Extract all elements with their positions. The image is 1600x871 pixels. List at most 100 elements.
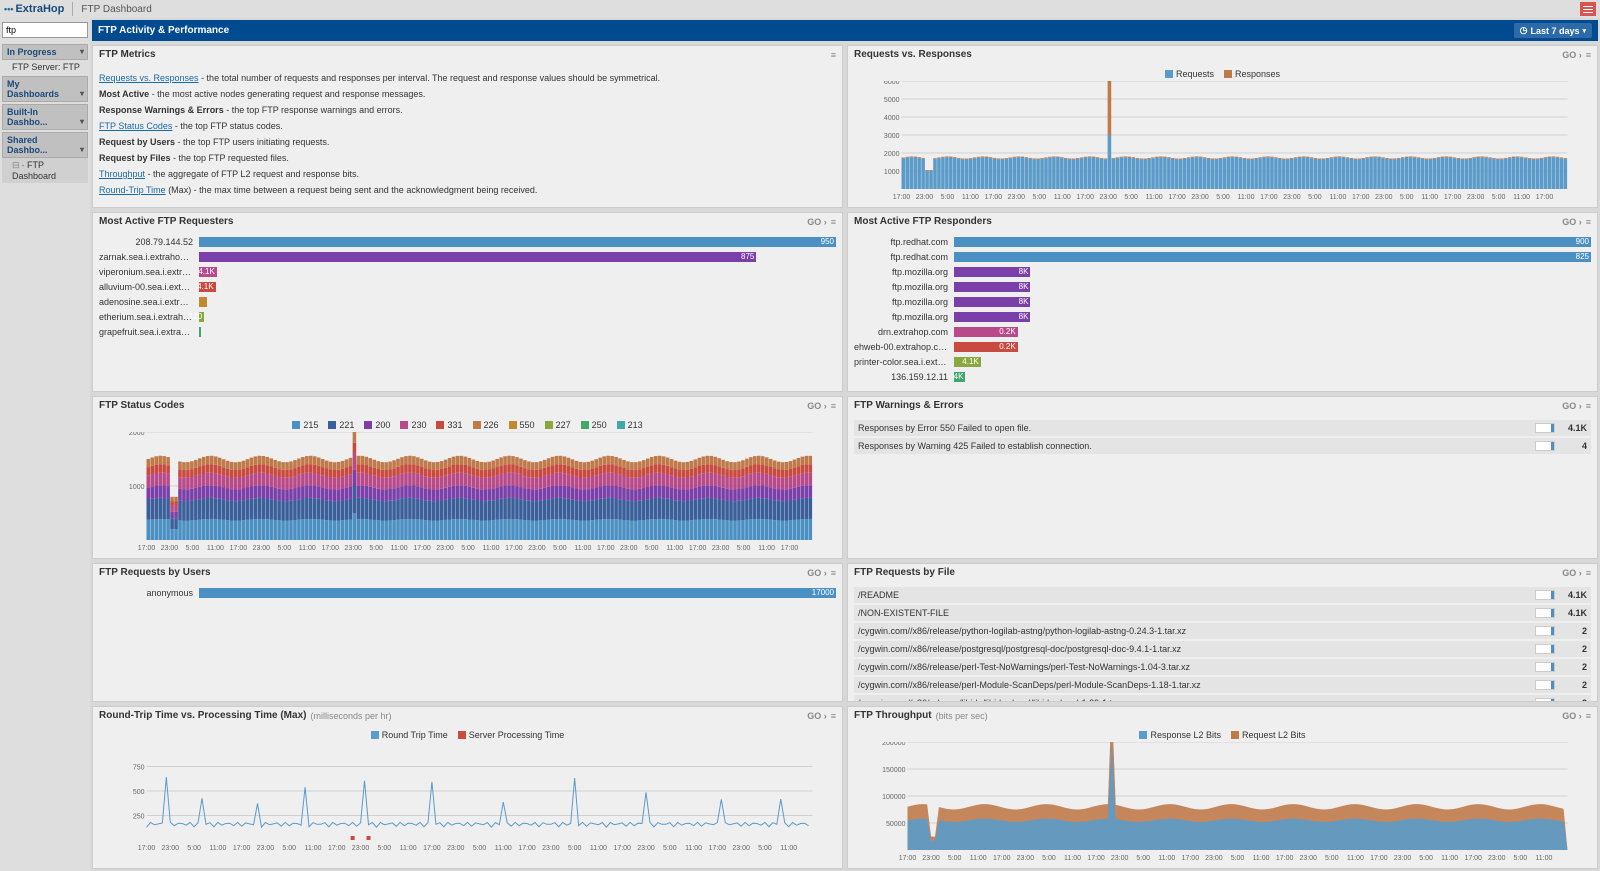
panel-menu-icon[interactable]: ≡	[1586, 217, 1591, 227]
svg-text:11:00: 11:00	[685, 845, 702, 852]
logo[interactable]: •••ExtraHop	[4, 3, 64, 15]
svg-text:17:00: 17:00	[505, 545, 523, 552]
content: FTP Activity & Performance Last 7 days F…	[90, 18, 1600, 871]
svg-text:5:00: 5:00	[1514, 855, 1528, 862]
nav-section[interactable]: Built-In Dashbo...	[2, 104, 88, 130]
hbar-row[interactable]: ftp.redhat.com900	[854, 235, 1591, 249]
panel-req-vs-resp: Requests vs. Responses GO ›≡ RequestsRes…	[847, 45, 1598, 208]
data-row[interactable]: /README4.1K	[854, 587, 1591, 603]
panel-title: FTP Status Codes	[99, 400, 184, 411]
svg-text:11:00: 11:00	[590, 845, 607, 852]
hamburger-icon[interactable]	[1580, 2, 1596, 16]
hbar-row[interactable]: anonymous17000	[99, 586, 836, 600]
metric-item: Response Warnings & Errors - the top FTP…	[99, 105, 836, 115]
sidebar: In ProgressFTP Server: FTP My DashboardsB…	[0, 18, 90, 871]
hbar-row[interactable]: 136.159.12.114K	[854, 370, 1591, 384]
go-link[interactable]: GO ›	[1562, 217, 1582, 227]
data-row[interactable]: Responses by Warning 425 Failed to estab…	[854, 438, 1591, 454]
hbar-row[interactable]: ftp.mozilla.org8K	[854, 310, 1591, 324]
data-row[interactable]: /cygwin.com//x86/release/postgresql/post…	[854, 641, 1591, 657]
nav-section[interactable]: Shared Dashbo...	[2, 132, 88, 158]
hbar-row[interactable]: drn.extrahop.com0.2K	[854, 325, 1591, 339]
go-link[interactable]: GO ›	[1562, 50, 1582, 60]
panel-throughput: FTP Throughput(bits per sec) GO ›≡ Respo…	[847, 706, 1598, 869]
nav-section[interactable]: My Dashboards	[2, 76, 88, 102]
svg-text:5:00: 5:00	[1124, 194, 1138, 201]
svg-text:5:00: 5:00	[369, 545, 383, 552]
legend-item: 250	[581, 420, 607, 430]
svg-text:5:00: 5:00	[1492, 194, 1506, 201]
hbar-row[interactable]: ehweb-00.extrahop.com0.2K	[854, 340, 1591, 354]
panel-menu-icon[interactable]: ≡	[1586, 711, 1591, 721]
search-input[interactable]	[2, 22, 88, 38]
panel-title: Most Active FTP Responders	[854, 216, 992, 227]
nav-item[interactable]: ⊟· FTP Dashboard	[2, 158, 88, 183]
responders-hbar: ftp.redhat.com900ftp.redhat.com825ftp.mo…	[848, 230, 1597, 391]
data-row[interactable]: Responses by Error 550 Failed to open fi…	[854, 420, 1591, 436]
data-row[interactable]: /NON-EXISTENT-FILE4.1K	[854, 605, 1591, 621]
hbar-row[interactable]: adenosine.sea.i.extrahop.com	[99, 295, 836, 309]
hbar-row[interactable]: etherium.sea.i.extrahop.com120	[99, 310, 836, 324]
nav-section[interactable]: In Progress	[2, 44, 88, 60]
svg-text:17:00: 17:00	[689, 545, 707, 552]
hbar-row[interactable]: grapefruit.sea.i.extrahop.com	[99, 325, 836, 339]
go-link[interactable]: GO ›	[1562, 401, 1582, 411]
panel-menu-icon[interactable]: ≡	[831, 217, 836, 227]
go-link[interactable]: GO ›	[807, 217, 827, 227]
hbar-row[interactable]: ftp.mozilla.org8K	[854, 265, 1591, 279]
time-range-picker[interactable]: Last 7 days	[1514, 23, 1592, 38]
panel-req-users: FTP Requests by Users GO ›≡ anonymous170…	[92, 563, 843, 702]
svg-text:17:00: 17:00	[518, 845, 536, 852]
hbar-row[interactable]: ftp.redhat.com825	[854, 250, 1591, 264]
panel-requesters: Most Active FTP Requesters GO ›≡ 208.79.…	[92, 212, 843, 392]
chart-legend: 215221200230331226550227250213	[99, 418, 836, 432]
hbar-row[interactable]: ftp.mozilla.org8K	[854, 280, 1591, 294]
data-row[interactable]: /cygwin.com//x86/release/perl-Test-NoWar…	[854, 659, 1591, 675]
panel-menu-icon[interactable]: ≡	[1586, 50, 1591, 60]
svg-text:5:00: 5:00	[1136, 855, 1150, 862]
svg-text:17:00: 17:00	[893, 194, 911, 201]
users-hbar: anonymous17000	[93, 581, 842, 691]
svg-text:17:00: 17:00	[1182, 855, 1200, 862]
svg-text:11:00: 11:00	[299, 545, 316, 552]
metric-link[interactable]: Requests vs. Responses	[99, 73, 199, 83]
legend-item: Requests	[1165, 69, 1214, 79]
go-link[interactable]: GO ›	[807, 711, 827, 721]
status-codes-chart: 1000200017:0023:005:0011:0017:0023:005:0…	[99, 432, 836, 552]
go-link[interactable]: GO ›	[1562, 711, 1582, 721]
panel-menu-icon[interactable]: ≡	[831, 50, 836, 60]
data-row[interactable]: /cygwin.com//x86/release/libidn/libidn-d…	[854, 695, 1591, 701]
metric-link[interactable]: Throughput	[99, 169, 145, 179]
data-row[interactable]: /cygwin.com//x86/release/perl-Module-Sca…	[854, 677, 1591, 693]
panel-menu-icon[interactable]: ≡	[1586, 401, 1591, 411]
hbar-row[interactable]: 208.79.144.52950	[99, 235, 836, 249]
panel-menu-icon[interactable]: ≡	[831, 711, 836, 721]
hbar-row[interactable]: printer-color.sea.i.extrahop.com4.1K	[854, 355, 1591, 369]
svg-text:17:00: 17:00	[230, 545, 248, 552]
data-row[interactable]: /cygwin.com//x86/release/python-logilab-…	[854, 623, 1591, 639]
nav-item[interactable]: FTP Server: FTP	[2, 60, 88, 74]
panel-actions: ≡	[831, 50, 836, 60]
breadcrumb[interactable]: FTP Dashboard	[81, 4, 151, 15]
svg-text:11:00: 11:00	[970, 855, 987, 862]
hbar-row[interactable]: alluvium-00.sea.i.extrahop.com4.1K	[99, 280, 836, 294]
hbar-row[interactable]: viperonium.sea.i.extrahop.com4.1K	[99, 265, 836, 279]
panel-req-files: FTP Requests by File GO ›≡ /README4.1K/N…	[847, 563, 1598, 702]
hbar-row[interactable]: ftp.mozilla.org8K	[854, 295, 1591, 309]
go-link[interactable]: GO ›	[807, 568, 827, 578]
hbar-row[interactable]: zarnak.sea.i.extrahop.com875	[99, 250, 836, 264]
metric-link[interactable]: Round-Trip Time	[99, 185, 166, 195]
svg-text:11:00: 11:00	[482, 545, 499, 552]
panel-unit: (bits per sec)	[936, 711, 988, 721]
go-link[interactable]: GO ›	[1562, 568, 1582, 578]
panel-menu-icon[interactable]: ≡	[831, 568, 836, 578]
svg-text:11:00: 11:00	[574, 545, 591, 552]
panel-menu-icon[interactable]: ≡	[831, 401, 836, 411]
metric-link[interactable]: FTP Status Codes	[99, 121, 172, 131]
topbar: •••ExtraHop FTP Dashboard	[0, 0, 1600, 18]
go-link[interactable]: GO ›	[807, 401, 827, 411]
legend-item: 200	[364, 420, 390, 430]
svg-text:17:00: 17:00	[1444, 194, 1462, 201]
panel-menu-icon[interactable]: ≡	[1586, 568, 1591, 578]
svg-text:5:00: 5:00	[186, 545, 200, 552]
